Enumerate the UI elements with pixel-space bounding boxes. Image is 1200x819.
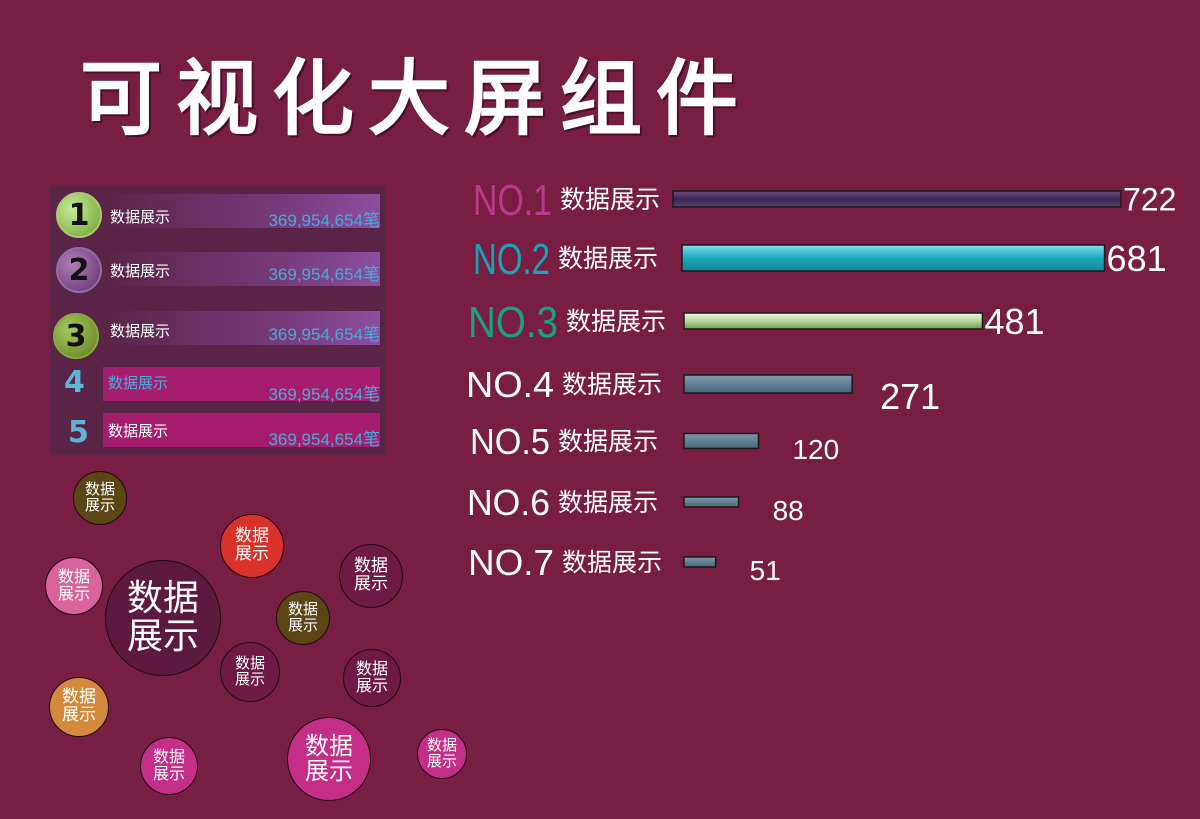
- ranking-label: 数据展示: [108, 374, 169, 392]
- bubble: 数据 展示: [287, 717, 371, 801]
- bubble-label: 数据: [57, 567, 90, 587]
- ranking-value: 369,954,654笔: [268, 325, 380, 344]
- bar: [683, 556, 717, 568]
- bar-category-label: 数据展示: [562, 370, 662, 399]
- bar: [683, 374, 853, 394]
- bubble-label: 展示: [152, 764, 185, 783]
- ranking-value: 369,954,654笔: [268, 211, 380, 230]
- bar-rank-label: NO.3: [468, 298, 558, 347]
- ranking-row: 2 数据展示 369,954,654笔: [50, 247, 386, 293]
- bubble: 数据 展示: [73, 471, 127, 525]
- ranking-row: 5 数据展示 369,954,654笔: [50, 409, 386, 450]
- bubble: 数据 展示: [105, 560, 221, 676]
- bubble-label: 展示: [426, 752, 457, 770]
- bubble: 数据 展示: [220, 514, 284, 578]
- bar-value-label: 481: [984, 301, 1044, 342]
- ranking-row: 1 数据展示 369,954,654笔: [50, 190, 386, 238]
- bar-rank-label: NO.2: [473, 235, 550, 284]
- ranking-panel: 1 数据展示 369,954,654笔 2 数据展示 369,954,654笔 …: [50, 185, 386, 455]
- bubble-label: 展示: [235, 544, 269, 564]
- ranking-label: 数据展示: [110, 322, 171, 340]
- bubble-label: 数据: [234, 654, 265, 673]
- bubble-label: 展示: [234, 670, 265, 688]
- bubble-label: 数据: [84, 480, 115, 499]
- bubble: 数据 展示: [140, 737, 198, 795]
- bar-category-label: 数据展示: [562, 548, 662, 577]
- bar-value-label: 722: [1123, 182, 1176, 218]
- bar-rank-label: NO.7: [468, 542, 554, 583]
- bubble-label: 数据: [426, 736, 457, 755]
- ranking-row-bar: [103, 413, 380, 447]
- bar-category-label: 数据展示: [560, 185, 660, 214]
- rank-badge: 3: [53, 313, 99, 359]
- rank-badge: 2: [56, 247, 102, 293]
- bar-rank-label: NO.4: [466, 364, 554, 405]
- rank-number: 5: [68, 415, 89, 450]
- bar-category-label: 数据展示: [558, 244, 658, 273]
- bubble-label: 数据: [152, 747, 185, 767]
- bubble: 数据 展示: [276, 591, 330, 645]
- bubble-label: 数据: [355, 659, 388, 679]
- bar-value-label: 51: [750, 555, 781, 586]
- ranking-row: 4 数据展示 369,954,654笔: [50, 363, 386, 404]
- bar-category-label: 数据展示: [566, 307, 666, 336]
- bar-rank-label: NO.6: [467, 482, 550, 523]
- page-title: 可视化大屏组件: [80, 51, 753, 147]
- bubble-label: 展示: [84, 496, 115, 514]
- ranking-value: 369,954,654笔: [268, 430, 380, 449]
- bubble-label: 数据: [235, 526, 269, 547]
- bubble-label: 展示: [287, 616, 318, 634]
- bar-value-label: 681: [1107, 238, 1167, 279]
- bubble-label: 展示: [62, 705, 96, 725]
- ranking-value: 369,954,654笔: [268, 385, 380, 404]
- ranking-row-bar: [105, 252, 380, 286]
- bubble: 数据 展示: [45, 557, 103, 615]
- bubble: 数据 展示: [49, 677, 109, 737]
- bubble-label: 数据: [287, 600, 318, 619]
- ranking-label: 数据展示: [110, 262, 171, 280]
- bar: [683, 432, 760, 450]
- bubble: 数据 展示: [343, 649, 401, 707]
- bar-value-label: 120: [792, 434, 839, 465]
- ranking-row-bar: [105, 311, 380, 345]
- bubble: 数据 展示: [339, 544, 403, 608]
- bubble-label: 展示: [354, 574, 388, 594]
- rank-badge: 1: [56, 192, 102, 238]
- bar: [672, 190, 1122, 208]
- bar-rank-label: NO.1: [473, 176, 552, 225]
- bubble-label: 展示: [355, 676, 388, 695]
- bar: [683, 496, 740, 508]
- bubble-label: 展示: [126, 616, 199, 657]
- bar-value-label: 88: [773, 495, 804, 526]
- bar-value-label: 271: [880, 376, 940, 417]
- bubble-label: 数据: [305, 731, 353, 760]
- bubble-label: 数据: [354, 556, 388, 577]
- bubble-label: 展示: [305, 757, 353, 785]
- bubble-label: 数据: [62, 687, 96, 708]
- ranking-value: 369,954,654笔: [268, 265, 380, 284]
- bar-rank-label: NO.5: [470, 421, 550, 462]
- bubble: 数据 展示: [417, 729, 467, 779]
- ranking-row-bar: [103, 367, 380, 401]
- rank-number: 4: [64, 365, 85, 400]
- ranking-row-bar: [105, 194, 380, 228]
- bubble-label: 数据: [126, 578, 199, 620]
- ranking-row: 3 数据展示 369,954,654笔: [50, 307, 386, 359]
- ranking-label: 数据展示: [110, 208, 171, 226]
- bubble: 数据 展示: [220, 642, 280, 702]
- bar: [683, 312, 984, 330]
- ranking-label: 数据展示: [108, 422, 169, 440]
- bubble-label: 展示: [57, 584, 90, 603]
- bar: [681, 244, 1106, 272]
- bar-category-label: 数据展示: [558, 427, 658, 456]
- bar-category-label: 数据展示: [558, 488, 658, 517]
